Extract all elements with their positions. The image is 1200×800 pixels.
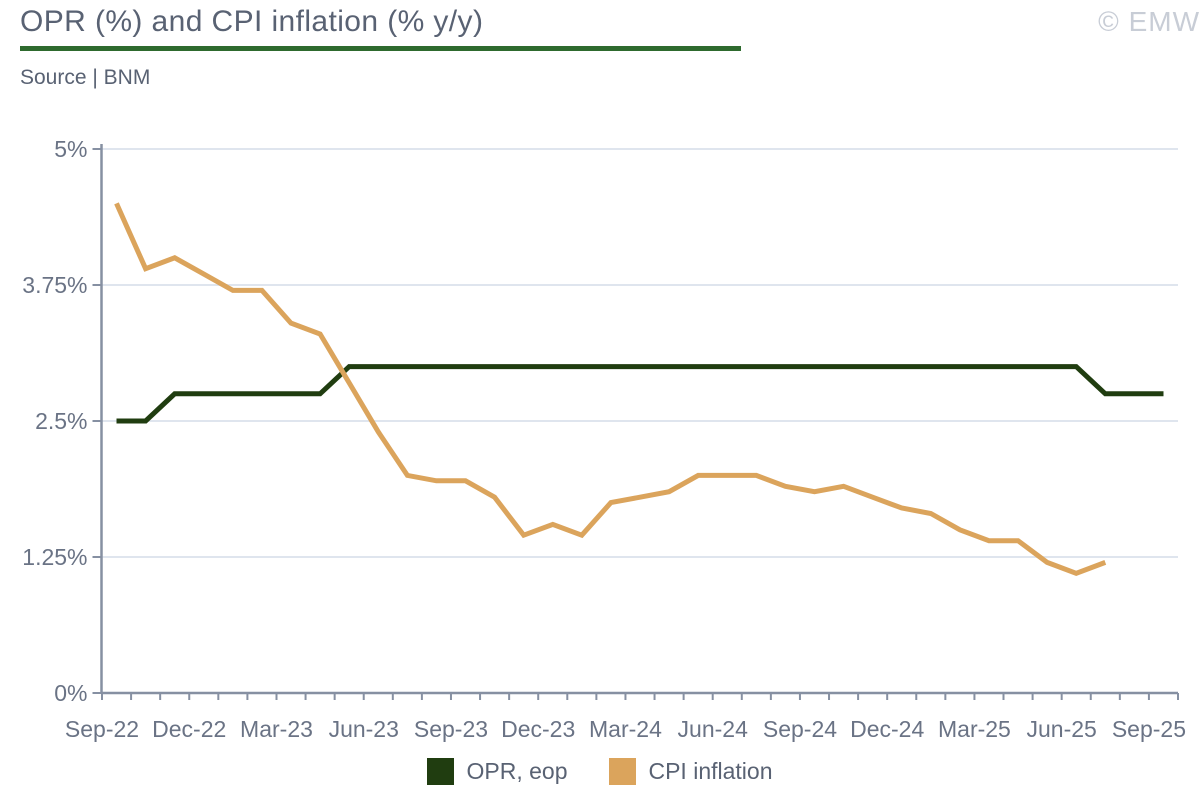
x-tick-label: Mar-23 <box>240 716 313 742</box>
x-tick-label: Sep-25 <box>1112 716 1186 742</box>
y-tick-label: 3.75% <box>22 272 87 298</box>
opr-swatch-icon <box>427 758 455 785</box>
x-tick-label: Jun-24 <box>678 716 749 742</box>
legend-item-opr: OPR, eop <box>427 758 567 785</box>
title-underline-rule <box>20 46 741 51</box>
x-tick-label: Jun-25 <box>1027 716 1097 742</box>
x-tick-label: Dec-23 <box>501 716 575 742</box>
legend-label-opr: OPR, eop <box>466 758 568 784</box>
y-tick-label: 2.5% <box>35 408 87 434</box>
x-tick-label: Dec-22 <box>152 716 226 742</box>
cpi-swatch-icon <box>609 758 637 785</box>
source-note: Source | BNM <box>20 66 151 89</box>
y-tick-label: 5% <box>54 136 87 162</box>
series-line-opr <box>116 364 1164 424</box>
watermark: © EMW <box>1098 6 1200 37</box>
x-tick-label: Sep-22 <box>65 716 139 742</box>
chart-title: OPR (%) and CPI inflation (% y/y) <box>20 5 484 38</box>
x-tick-label: Sep-24 <box>763 716 837 742</box>
legend: OPR, eop CPI inflation <box>0 758 1200 785</box>
x-tick-label: Mar-24 <box>589 716 662 742</box>
series-line-cpi <box>114 202 1107 576</box>
legend-label-cpi: CPI inflation <box>648 758 773 784</box>
x-tick-label: Jun-23 <box>329 716 399 742</box>
legend-item-cpi: CPI inflation <box>609 758 773 785</box>
x-tick-label: Mar-25 <box>938 716 1011 742</box>
x-tick-label: Dec-24 <box>850 716 924 742</box>
x-tick-label: Sep-23 <box>414 716 488 742</box>
y-tick-label: 0% <box>54 680 87 706</box>
y-tick-label: 1.25% <box>22 544 87 570</box>
